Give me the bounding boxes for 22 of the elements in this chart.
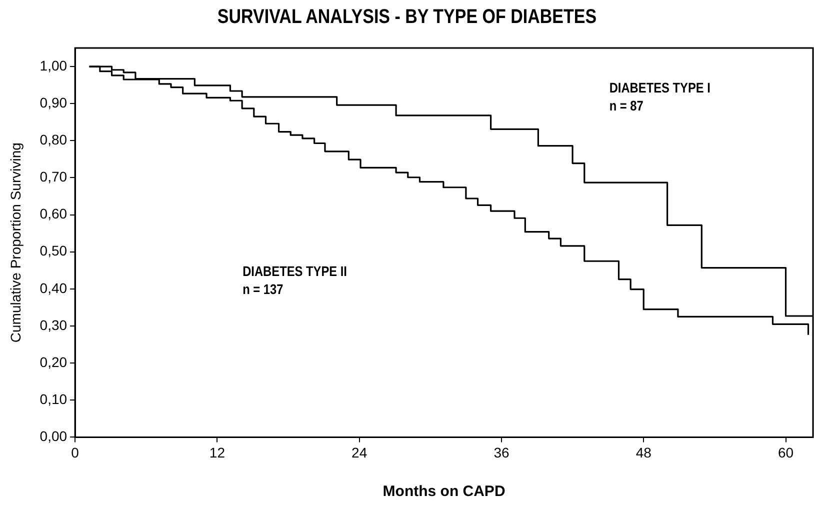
y-tick-label: 0,30 xyxy=(40,316,68,333)
y-tick-label: 0,90 xyxy=(40,94,68,110)
annotation: DIABETES TYPE II n = 137 xyxy=(242,263,347,298)
y-tick-label: 1,00 xyxy=(40,57,68,74)
y-tick-label: 0,00 xyxy=(40,428,68,444)
y-tick-label: 0,70 xyxy=(40,168,68,185)
x-tick-label: 48 xyxy=(636,444,652,460)
x-tick-label: 24 xyxy=(352,444,368,460)
x-tick-label: 36 xyxy=(494,444,510,460)
x-tick-label: 12 xyxy=(209,444,226,460)
x-tick-label: 0 xyxy=(71,444,80,460)
y-axis-title: Cumulative Proportion Surviving xyxy=(7,142,24,343)
annotation: DIABETES TYPE I n = 87 xyxy=(609,79,710,114)
y-tick-label: 0,50 xyxy=(40,242,68,259)
y-tick-label: 0,80 xyxy=(40,132,68,148)
x-axis-title: Months on CAPD xyxy=(382,483,506,500)
y-tick-label: 0,40 xyxy=(40,280,68,296)
x-tick-label: 60 xyxy=(778,444,794,460)
chart-title: SURVIVAL ANALYSIS - BY TYPE OF DIABETES xyxy=(216,6,598,29)
y-tick-label: 0,10 xyxy=(40,390,68,407)
y-tick-label: 0,60 xyxy=(40,206,68,222)
y-tick-label: 0,20 xyxy=(40,354,68,370)
